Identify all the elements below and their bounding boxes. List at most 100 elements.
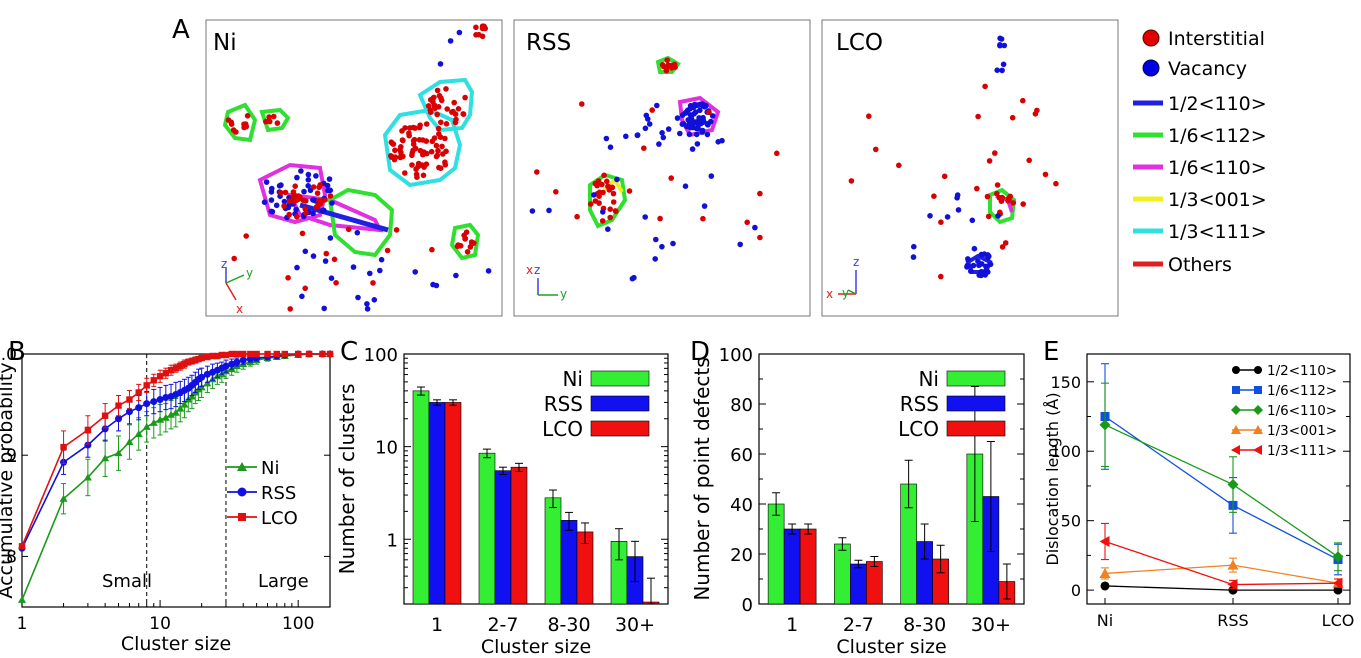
interstitial-dot (601, 172, 607, 179)
interstitial-dot (587, 201, 594, 207)
plot-frame (1086, 353, 1351, 605)
interstitial-dot (440, 151, 446, 157)
vacancy-dot (697, 121, 704, 127)
vacancy-dot (299, 293, 305, 300)
interstitial-dot (299, 230, 306, 237)
interstitial-dot (444, 106, 451, 112)
interstitial-dot (592, 198, 599, 204)
vacancy-dot (313, 173, 319, 179)
y-axis-label: Number of point defects (690, 357, 714, 600)
vacancy-dot (911, 243, 917, 250)
interstitial-dot (866, 113, 872, 119)
data-point (233, 358, 241, 366)
vacancy-dot (983, 263, 989, 270)
y-tick-label: 0.8 (0, 547, 17, 567)
interstitial-dot (263, 118, 269, 125)
x-axis-label: Cluster size (481, 636, 591, 658)
interstitial-dot (392, 154, 399, 160)
bar-lco-1 (444, 402, 462, 605)
data-point (171, 408, 180, 416)
data-point (84, 426, 92, 434)
data-point (1099, 536, 1110, 547)
interstitial-dot (443, 121, 450, 127)
panel-a-legend: Interstitial Vacancy 1/2<110> 1/6<112> 1… (1133, 28, 1267, 276)
interstitial-dot (1032, 111, 1039, 117)
interstitial-dot (938, 273, 944, 280)
legend-label-ni: Ni (261, 458, 279, 479)
x-tick-label: Ni (1097, 611, 1113, 630)
legend-marker (1231, 445, 1240, 455)
interstitial-dot (287, 306, 294, 312)
vacancy-dot (964, 264, 970, 270)
data-point (222, 351, 230, 359)
interstitial-dot (442, 159, 448, 165)
vacancy-dot (694, 141, 701, 147)
interstitial-dot (998, 198, 1005, 204)
chart-c-number-of-clusters: 1 10 100 1 2-7 8-30 30+ Cluster size Number of c… (335, 345, 669, 658)
interstitial-dot (994, 182, 1001, 188)
vacancy-dot (329, 200, 335, 206)
vacancy-dot (978, 272, 984, 279)
data-point (192, 356, 199, 364)
interstitial-dot (473, 32, 479, 38)
interstitial-dot (471, 240, 477, 246)
vacancy-dot (642, 125, 649, 132)
data-point (177, 362, 184, 370)
data-point (209, 352, 216, 360)
lco-defect-dots (848, 35, 1059, 280)
interstitial-dot (436, 131, 442, 137)
legend-swatch (590, 395, 650, 412)
vacancy-dot (298, 168, 304, 174)
x-tick-label: 8-30 (547, 614, 590, 636)
interstitial-dot (397, 146, 403, 153)
bar-ni-1 (412, 390, 430, 605)
vacancy-dot (659, 130, 665, 136)
x-tick-label: 1 (786, 614, 798, 636)
interstitial-dot (266, 118, 273, 125)
legend-label: 1/6<112> (1267, 383, 1337, 399)
vacancy-dot (674, 115, 681, 121)
interstitial-dot (323, 250, 330, 257)
legend-marker-interstitial (1142, 29, 1160, 47)
vacancy-dot (679, 121, 686, 127)
interstitial-dot (431, 94, 437, 101)
legend-label-rss: RSS (900, 392, 939, 416)
data-point (185, 358, 192, 366)
interstitial-dot (1002, 240, 1009, 246)
vacancy-dot (705, 122, 711, 128)
data-point (143, 382, 150, 389)
vacancy-dot (355, 294, 361, 301)
interstitial-dot (744, 219, 750, 226)
vacancy-dot (709, 113, 716, 119)
vacancy-dot (364, 306, 371, 312)
y-tick-label: 100 (364, 345, 398, 366)
legend-label: 1/2<110> (1267, 363, 1337, 379)
interstitial-dot (984, 193, 991, 200)
data-point (233, 350, 241, 358)
vacancy-dot (708, 173, 715, 179)
panel-a-ni-label: Ni (213, 30, 237, 56)
x-tick-label: 2-7 (843, 614, 874, 636)
vacancy-dot (1000, 61, 1007, 68)
ni-axis-x: x (236, 302, 243, 316)
legend-marker-vacancy (1142, 59, 1160, 77)
vacancy-dot (670, 240, 676, 247)
interstitial-dot (420, 137, 426, 143)
interstitial-dot (626, 188, 633, 194)
vacancy-dot (378, 256, 385, 263)
interstitial-dot (430, 98, 436, 105)
vacancy-dot (529, 208, 536, 214)
vacancy-dot (982, 268, 989, 274)
interstitial-dot (594, 182, 600, 189)
interstitial-dot (982, 83, 988, 90)
interstitial-dot (278, 189, 284, 196)
vacancy-dot (278, 182, 284, 188)
bar-lco-2-7 (866, 561, 883, 605)
vacancy-dot (999, 67, 1005, 74)
data-point (1227, 559, 1239, 570)
vacancy-dot (689, 146, 696, 152)
data-point (84, 441, 92, 449)
vacancy-dot (327, 187, 334, 194)
vacancy-dot (752, 224, 758, 231)
